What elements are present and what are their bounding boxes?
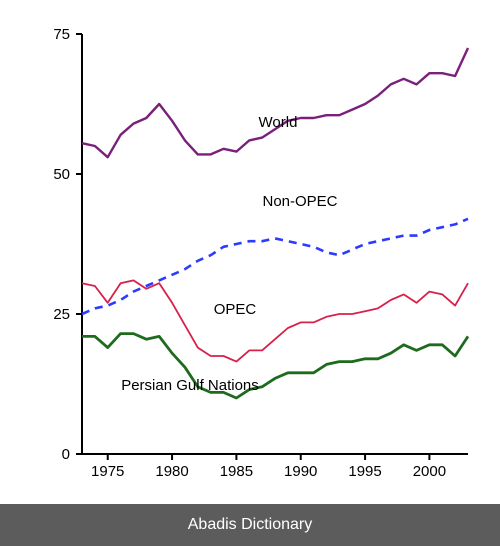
series-world [82, 48, 468, 157]
series-opec [82, 280, 468, 361]
x-tick-label: 1990 [284, 463, 317, 480]
x-tick-label: 2000 [413, 463, 446, 480]
y-tick-label: 50 [53, 166, 70, 183]
chart-area: 0 25 50 75 1975 1980 1985 1990 1995 2000 World Non-… [20, 20, 480, 490]
footer-text: Abadis Dictionary [188, 516, 313, 534]
figure-container: 0 25 50 75 1975 1980 1985 1990 1995 2000 World Non-… [0, 0, 500, 546]
series-label: Persian Gulf Nations [121, 377, 259, 394]
series-label: World [259, 114, 298, 131]
y-tick-label: 75 [53, 26, 70, 43]
series-non-opec [82, 219, 468, 314]
series-label: OPEC [214, 301, 257, 318]
series-label: Non-OPEC [262, 193, 337, 210]
y-tick-label: 0 [62, 446, 70, 463]
y-tick-label: 25 [53, 306, 70, 323]
x-tick-label: 1995 [348, 463, 381, 480]
footer-bar: Abadis Dictionary [0, 504, 500, 546]
chart-svg: 0 25 50 75 1975 1980 1985 1990 1995 2000 World Non-… [20, 20, 480, 490]
x-tick-label: 1975 [91, 463, 124, 480]
x-tick-label: 1980 [155, 463, 188, 480]
x-tick-label: 1985 [220, 463, 253, 480]
